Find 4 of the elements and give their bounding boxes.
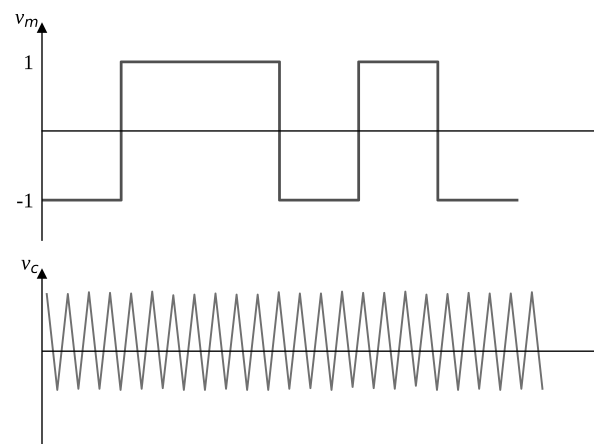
y-tick-label: 1 xyxy=(25,55,32,70)
y-tick-label: -1 xyxy=(17,194,32,208)
y-axis-title: v$_{c}$ xyxy=(21,260,38,274)
y-axis-title: v$_{m}$ xyxy=(15,14,38,27)
